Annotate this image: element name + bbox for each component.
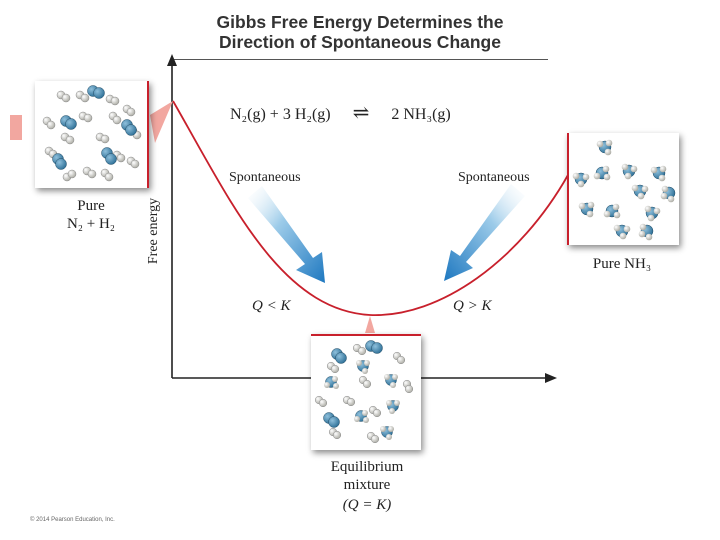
pure-reactants-label-line2: N₂ + H₂ xyxy=(66,216,116,232)
pure-reactants-label: Pure N₂ + H₂ xyxy=(35,197,147,233)
nh3-molecules xyxy=(572,139,676,241)
spontaneous-label-right: Spontaneous xyxy=(458,170,530,185)
y-axis-label: Free energy xyxy=(146,197,161,265)
diagram-title: Gibbs Free Energy Determines the Directi… xyxy=(170,12,550,52)
y-axis-arrowhead xyxy=(167,54,177,66)
pure-reactants-label-line1: Pure xyxy=(77,198,105,214)
q-greater-than-k-label: Q > K xyxy=(453,298,492,314)
equilibrium-box xyxy=(311,334,421,450)
free-energy-curve xyxy=(172,100,569,316)
reaction-reactants: N₂(g) + 3 H₂(g) xyxy=(230,106,331,123)
copyright-notice: © 2014 Pearson Education, Inc. xyxy=(30,517,115,523)
reactant-molecules xyxy=(42,85,142,182)
spontaneous-label-left: Spontaneous xyxy=(229,170,301,185)
equilibrium-arrow: ⇌ xyxy=(352,102,370,124)
pure-product-label: Pure NH₃ xyxy=(592,256,652,272)
title-line-2: Direction of Spontaneous Change xyxy=(219,32,501,52)
reaction-products: 2 NH₃(g) xyxy=(391,106,451,123)
left-red-tab xyxy=(10,115,22,140)
pointer-left xyxy=(150,101,173,143)
x-axis-arrowhead xyxy=(545,373,557,383)
equilibrium-molecules xyxy=(314,340,414,444)
equilibrium-label-line2: mixture xyxy=(343,477,391,493)
title-divider xyxy=(172,59,548,60)
pure-reactants-box xyxy=(35,81,149,188)
equilibrium-nh3 xyxy=(324,360,400,440)
title-line-1: Gibbs Free Energy Determines the xyxy=(216,12,504,32)
spontaneous-arrow-left xyxy=(248,186,325,283)
q-less-than-k-label: Q < K xyxy=(252,298,291,314)
spontaneous-arrow-right xyxy=(444,184,525,281)
equilibrium-label-line3: (Q = K) xyxy=(342,497,392,513)
reaction-equation: N₂(g) + 3 H₂(g) ⇌ 2 NH₃(g) xyxy=(230,100,451,125)
product-molecules xyxy=(572,139,676,241)
pure-product-box xyxy=(567,133,679,245)
equilibrium-label-line1: Equilibrium xyxy=(330,459,404,475)
pointer-bottom xyxy=(365,316,375,333)
equilibrium-label: Equilibrium mixture (Q = K) xyxy=(311,458,423,514)
